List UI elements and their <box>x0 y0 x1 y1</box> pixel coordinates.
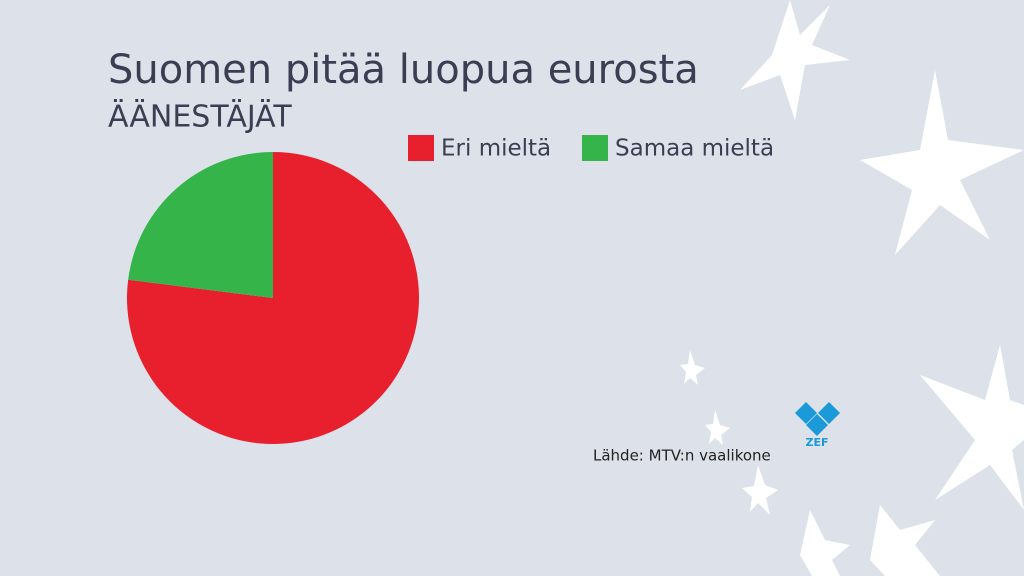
pie-slice <box>127 152 420 445</box>
chart-subtitle: ÄÄNESTÄJÄT <box>108 99 292 135</box>
star-decoration <box>680 0 1024 576</box>
chart-title: Suomen pitää luopua eurosta <box>108 47 699 93</box>
logo-icon <box>795 402 840 436</box>
legend-swatch <box>408 135 434 161</box>
legend-swatch <box>582 135 608 161</box>
legend-label: Samaa mieltä <box>615 136 774 162</box>
pie-slice <box>128 152 273 298</box>
legend-label: Eri mieltä <box>441 136 551 162</box>
source-note: Lähde: MTV:n vaalikone <box>593 447 771 465</box>
logo-text: ZEF <box>805 436 828 449</box>
